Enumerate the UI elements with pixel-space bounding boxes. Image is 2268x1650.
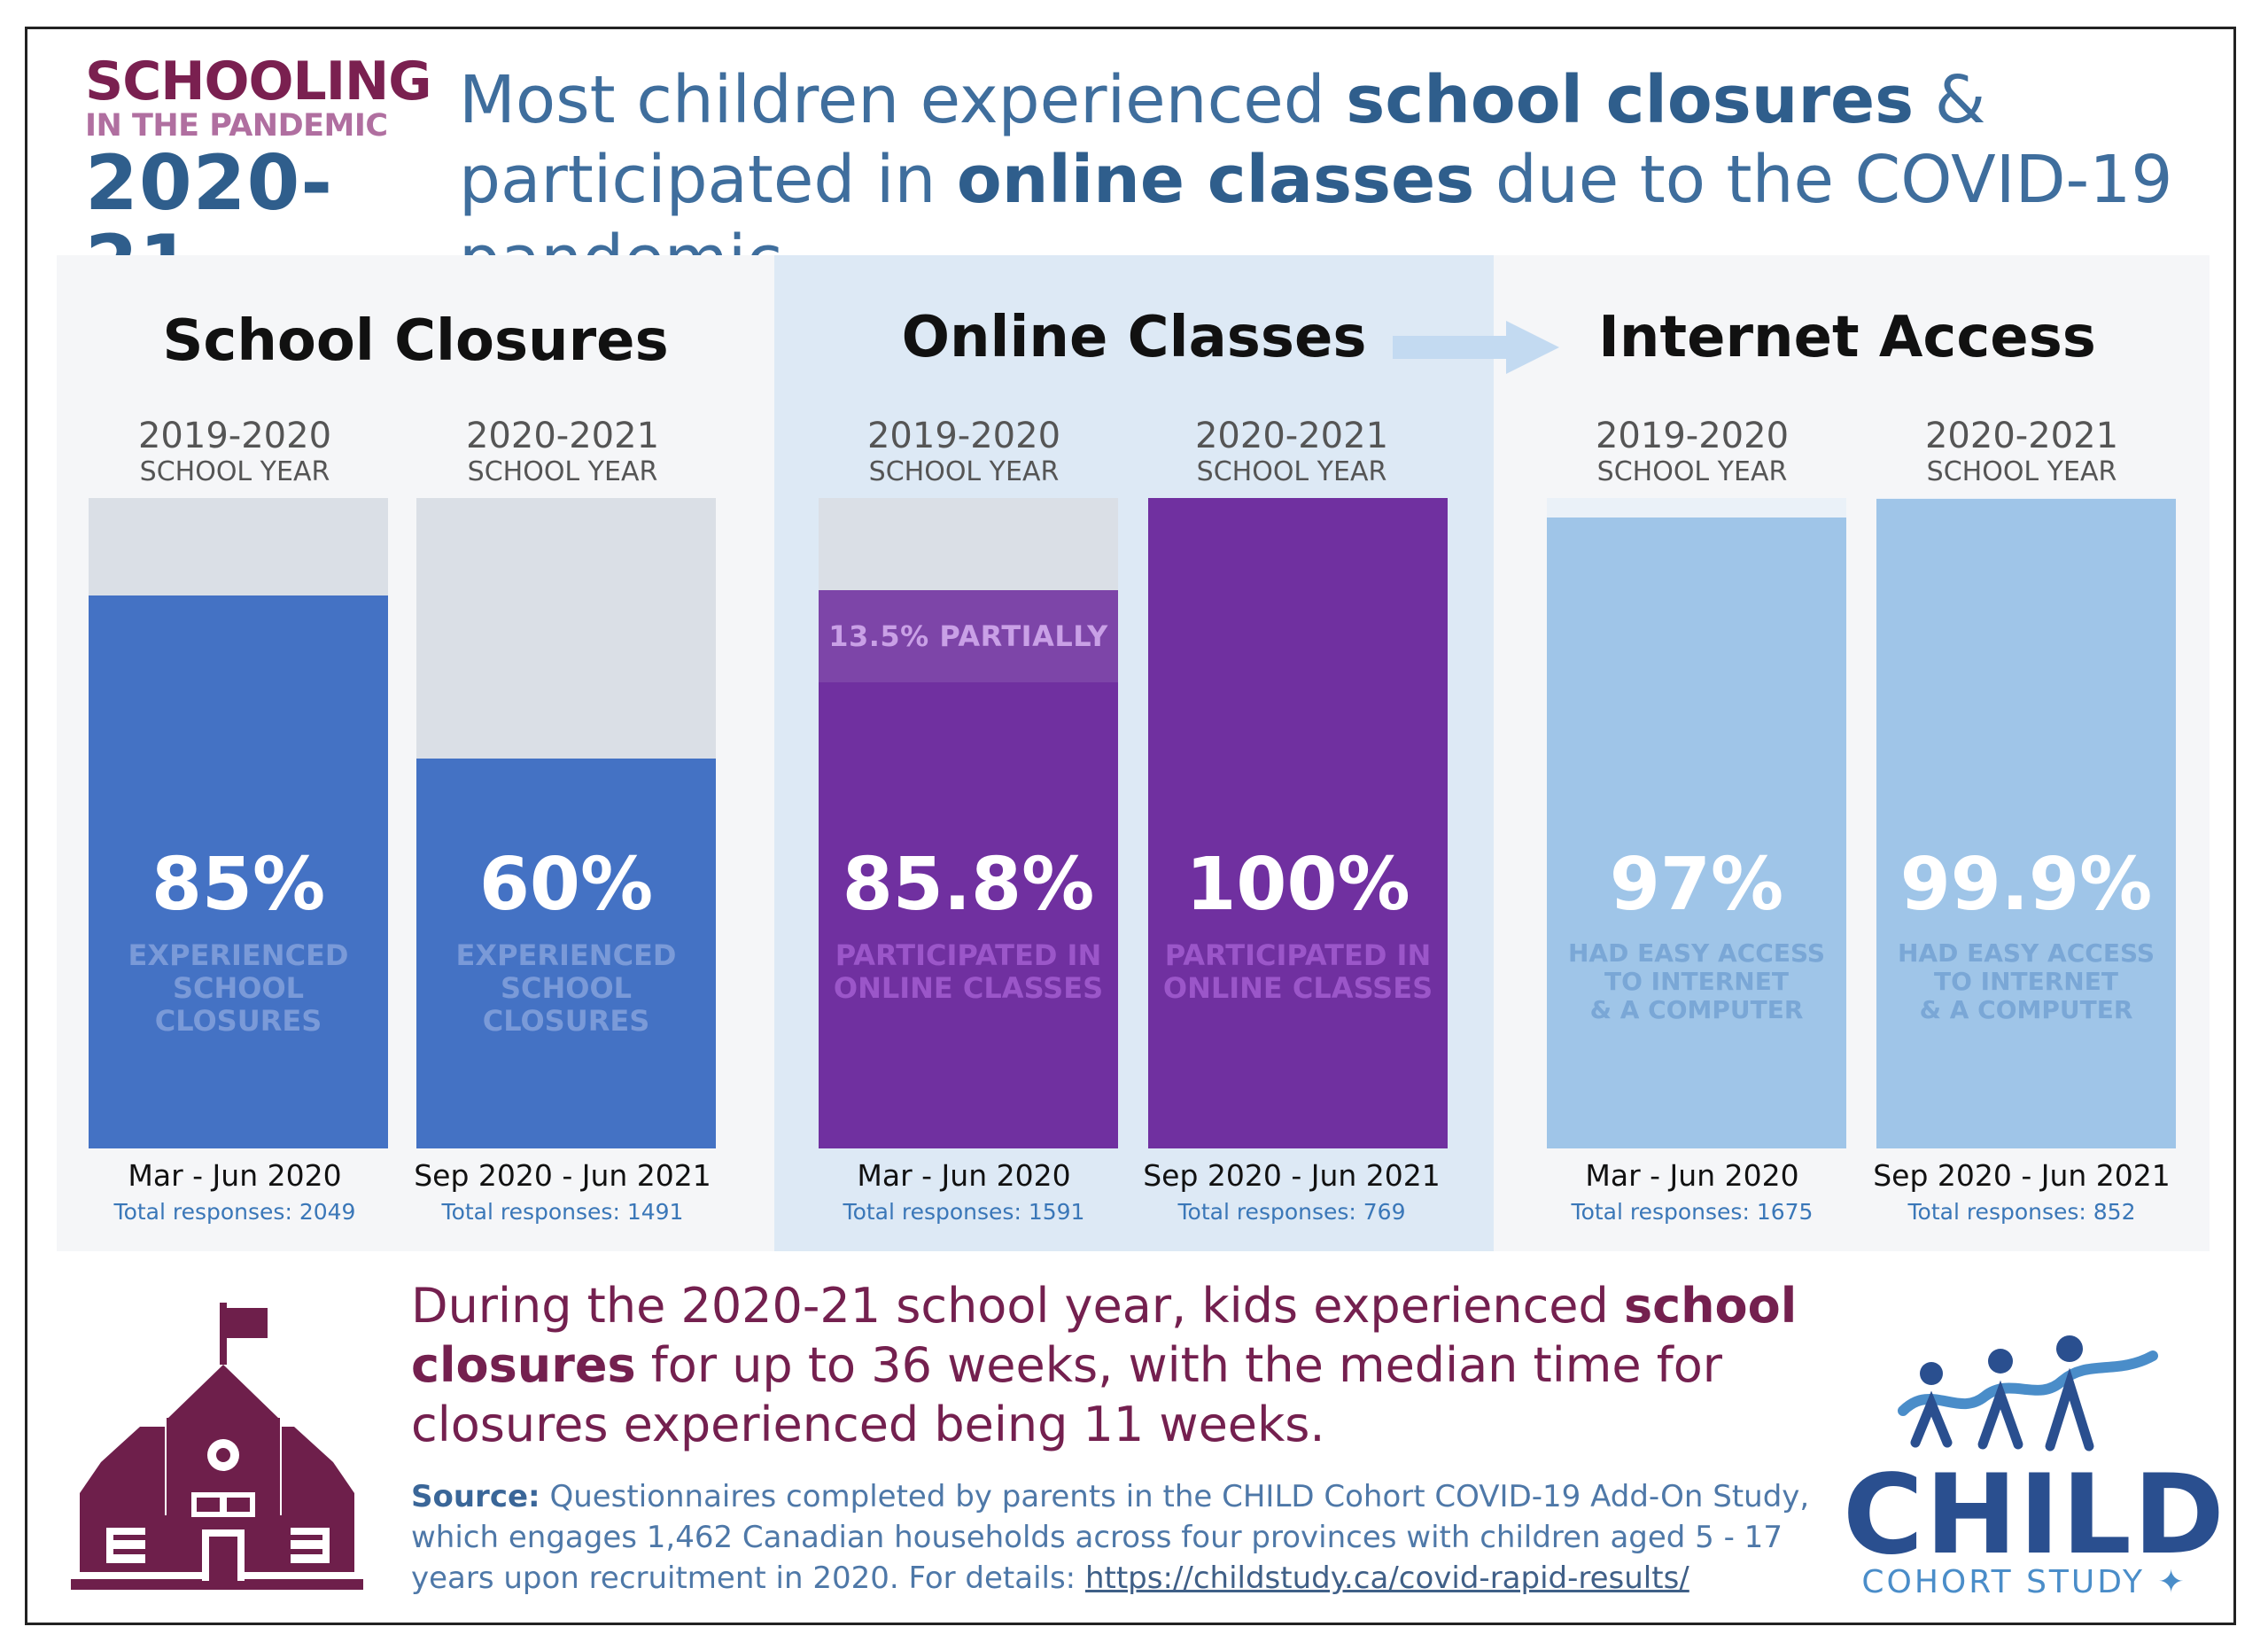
headline-part: Most children experienced — [459, 62, 1347, 138]
bar-value-label: 85.8% — [842, 843, 1095, 927]
bar-internet-access-2020-2021: 99.9% HAD EASY ACCESS TO INTERNET & A COM… — [1876, 498, 2176, 1148]
bar-value-label: 99.9% — [1899, 843, 2153, 927]
panel-title-internet-access: Internet Access — [1598, 305, 2096, 370]
period-label-online-classes-2020-2021: Sep 2020 - Jun 2021 — [1143, 1158, 1441, 1193]
logo-subtitle-text: COHORT STUDY — [1861, 1564, 2145, 1600]
year-label: 2020-2021 — [1924, 416, 2119, 456]
summary-text: During the 2020-21 school year, kids exp… — [411, 1276, 1864, 1454]
bar-partial-segment: 13.5% PARTIALLY — [819, 590, 1118, 682]
period-label-online-classes-2019-2020: Mar - Jun 2020 — [857, 1158, 1071, 1193]
summary-emphasis: school closures — [411, 1278, 1798, 1393]
period-label-internet-access-2020-2021: Sep 2020 - Jun 2021 — [1873, 1158, 2171, 1193]
school-building-icon — [71, 1303, 363, 1590]
responses-label-school-closures-2019-2020: Total responses: 2049 — [113, 1199, 356, 1225]
year-label: 2019-2020 — [866, 416, 1061, 456]
year-sublabel: SCHOOL YEAR — [1926, 456, 2117, 487]
bar-fill — [89, 595, 388, 1148]
bar-fill — [1547, 518, 1846, 1148]
source-label: Source: — [411, 1479, 540, 1514]
year-label: 2019-2020 — [1595, 416, 1790, 456]
bar-value-label: 97% — [1609, 843, 1784, 927]
year-sublabel: SCHOOL YEAR — [467, 456, 658, 487]
bar-internet-access-2019-2020: 97% HAD EASY ACCESS TO INTERNET & A COMPU… — [1547, 498, 1846, 1148]
bar-caption: EXPERIENCED SCHOOL CLOSURES — [455, 938, 677, 1038]
headline-emphasis: school closures — [1346, 62, 1915, 138]
source-text: Questionnaires completed by parents in t… — [411, 1479, 1810, 1596]
logo-wordmark: CHILD — [1843, 1452, 2226, 1579]
bar-fill — [416, 759, 716, 1148]
year-sublabel: SCHOOL YEAR — [868, 456, 1060, 487]
source-link[interactable]: https://childstudy.ca/covid-rapid-result… — [1084, 1560, 1689, 1596]
year-label: 2020-2021 — [1194, 416, 1389, 456]
bar-fill — [1876, 499, 2176, 1148]
year-header-online-classes-2020-2021: 2020-2021 SCHOOL YEAR — [1141, 415, 1442, 487]
bar-value-label: 60% — [478, 843, 654, 927]
year-sublabel: SCHOOL YEAR — [1596, 456, 1788, 487]
bar-school-closures-2020-2021: 60% EXPERIENCED SCHOOL CLOSURES — [416, 498, 716, 1148]
responses-label-online-classes-2019-2020: Total responses: 1591 — [843, 1199, 1085, 1225]
period-label-school-closures-2019-2020: Mar - Jun 2020 — [128, 1158, 342, 1193]
bar-value-label: 100% — [1185, 843, 1410, 927]
year-header-internet-access-2019-2020: 2019-2020 SCHOOL YEAR — [1542, 415, 1843, 487]
summary-part: for up to 36 weeks, with the median time… — [411, 1337, 1722, 1452]
headline-emphasis: online classes — [956, 142, 1475, 218]
summary-part: During the 2020-21 school year, kids exp… — [411, 1278, 1624, 1334]
bar-online-classes-2020-2021: 100% PARTICIPATED IN ONLINE CLASSES — [1148, 498, 1448, 1148]
arrow-right-icon — [1393, 321, 1559, 374]
year-header-school-closures-2020-2021: 2020-2021 SCHOOL YEAR — [412, 415, 713, 487]
maple-leaf-icon: ✦ — [2157, 1564, 2187, 1600]
bar-caption: PARTICIPATED IN ONLINE CLASSES — [833, 938, 1104, 1005]
bar-value-label: 85% — [151, 843, 326, 927]
bar-caption: HAD EASY ACCESS TO INTERNET & A COMPUTER — [1567, 938, 1826, 1024]
brand-subtitle: IN THE PANDEMIC — [85, 108, 388, 144]
child-cohort-logo: CHILD COHORT STUDY ✦ — [1843, 1329, 2226, 1613]
headline: Most children experienced school closure… — [459, 60, 2222, 300]
bar-fill — [1148, 498, 1448, 1148]
bar-online-classes-2019-2020: 13.5% PARTIALLY 85.8% PARTICIPATED IN ONLI… — [819, 498, 1118, 1148]
headline-part: & participated in — [459, 62, 1986, 218]
bar-fill — [819, 590, 1118, 1148]
panel-title-school-closures: School Closures — [162, 308, 669, 374]
panel-title-online-classes: Online Classes — [901, 305, 1367, 370]
bar-caption: EXPERIENCED SCHOOL CLOSURES — [128, 938, 349, 1038]
people-icon — [1898, 1335, 2158, 1452]
year-header-internet-access-2020-2021: 2020-2021 SCHOOL YEAR — [1871, 415, 2172, 487]
year-header-online-classes-2019-2020: 2019-2020 SCHOOL YEAR — [813, 415, 1115, 487]
brand-title: SCHOOLING — [85, 51, 432, 113]
responses-label-online-classes-2020-2021: Total responses: 769 — [1177, 1199, 1406, 1225]
bar-caption: PARTICIPATED IN ONLINE CLASSES — [1162, 938, 1433, 1005]
responses-label-school-closures-2020-2021: Total responses: 1491 — [441, 1199, 684, 1225]
year-label: 2019-2020 — [137, 416, 332, 456]
logo-subtitle: COHORT STUDY ✦ — [1843, 1565, 2206, 1600]
responses-label-internet-access-2020-2021: Total responses: 852 — [1907, 1199, 2136, 1225]
period-label-school-closures-2020-2021: Sep 2020 - Jun 2021 — [414, 1158, 711, 1193]
bar-school-closures-2019-2020: 85% EXPERIENCED SCHOOL CLOSURES — [89, 498, 388, 1148]
bar-caption: HAD EASY ACCESS TO INTERNET & A COMPUTER — [1897, 938, 2155, 1024]
year-sublabel: SCHOOL YEAR — [1196, 456, 1387, 487]
responses-label-internet-access-2019-2020: Total responses: 1675 — [1571, 1199, 1814, 1225]
year-label: 2020-2021 — [465, 416, 660, 456]
year-sublabel: SCHOOL YEAR — [139, 456, 330, 487]
source-note: Source: Questionnaires completed by pare… — [411, 1476, 1811, 1599]
year-header-school-closures-2019-2020: 2019-2020 SCHOOL YEAR — [84, 415, 385, 487]
period-label-internet-access-2019-2020: Mar - Jun 2020 — [1585, 1158, 1799, 1193]
